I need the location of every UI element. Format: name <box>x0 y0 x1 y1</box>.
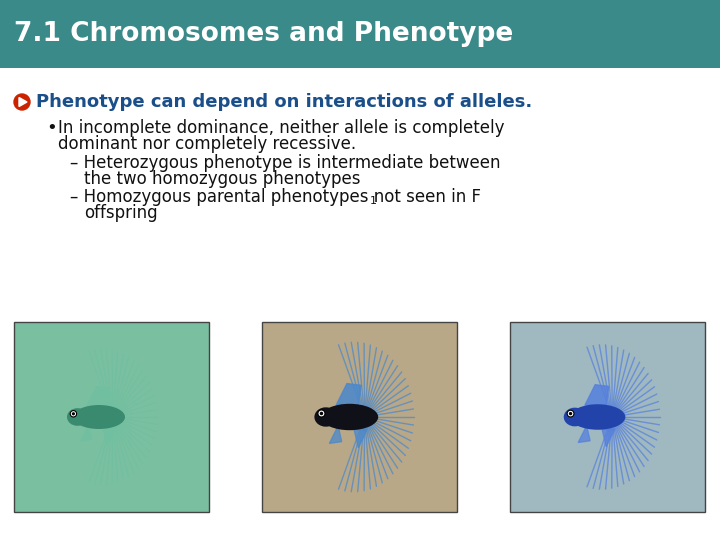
Text: Phenotype can depend on interactions of alleles.: Phenotype can depend on interactions of … <box>36 93 532 111</box>
Polygon shape <box>19 98 27 106</box>
FancyBboxPatch shape <box>14 322 209 512</box>
Text: – Heterozygous phenotype is intermediate between: – Heterozygous phenotype is intermediate… <box>70 154 500 172</box>
Polygon shape <box>87 387 109 406</box>
Ellipse shape <box>321 404 378 430</box>
Text: 7.1 Chromosomes and Phenotype: 7.1 Chromosomes and Phenotype <box>14 21 513 47</box>
Circle shape <box>14 94 30 110</box>
Polygon shape <box>578 426 590 442</box>
Circle shape <box>567 410 574 417</box>
Ellipse shape <box>315 407 337 427</box>
Circle shape <box>72 412 75 415</box>
Ellipse shape <box>67 408 88 426</box>
FancyBboxPatch shape <box>0 0 720 68</box>
Circle shape <box>318 410 325 417</box>
Text: •: • <box>46 119 57 137</box>
Text: the two homozygous phenotypes: the two homozygous phenotypes <box>84 170 361 188</box>
Text: – Homozygous parental phenotypes not seen in F: – Homozygous parental phenotypes not see… <box>70 188 481 206</box>
Polygon shape <box>585 384 609 405</box>
Text: 1: 1 <box>370 196 377 206</box>
Circle shape <box>320 411 323 415</box>
Circle shape <box>71 410 76 417</box>
Circle shape <box>569 412 572 415</box>
Polygon shape <box>103 428 115 445</box>
Polygon shape <box>354 429 367 448</box>
Text: offspring: offspring <box>84 204 158 222</box>
Polygon shape <box>602 429 615 447</box>
FancyBboxPatch shape <box>510 322 705 512</box>
Polygon shape <box>329 426 342 443</box>
Text: In incomplete dominance, neither allele is completely: In incomplete dominance, neither allele … <box>58 119 505 137</box>
Polygon shape <box>336 383 361 404</box>
Ellipse shape <box>73 405 125 429</box>
Ellipse shape <box>570 404 626 430</box>
Ellipse shape <box>564 408 586 427</box>
Polygon shape <box>81 425 92 441</box>
FancyBboxPatch shape <box>262 322 457 512</box>
Text: dominant nor completely recessive.: dominant nor completely recessive. <box>58 135 356 153</box>
